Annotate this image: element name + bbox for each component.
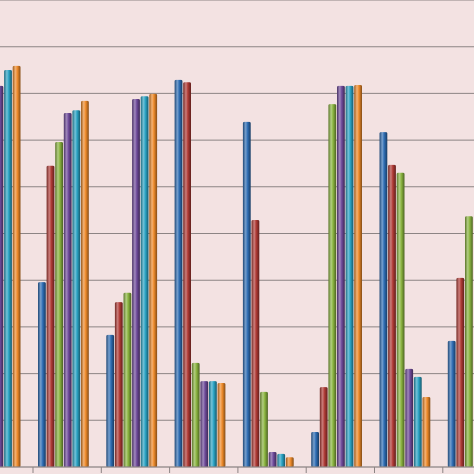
bar (319, 387, 328, 467)
bar (132, 99, 140, 467)
bar (337, 85, 345, 467)
bar (354, 84, 362, 467)
bar (447, 340, 456, 467)
bar (55, 141, 63, 467)
bar (251, 219, 260, 467)
bar (183, 82, 191, 467)
bar (345, 85, 354, 467)
bar (217, 382, 226, 467)
bar (260, 391, 268, 467)
bar (268, 452, 277, 467)
bar (242, 121, 251, 468)
bar (311, 431, 319, 467)
bar (149, 93, 158, 467)
bar (277, 453, 286, 467)
bar (106, 334, 115, 467)
bar (0, 85, 4, 467)
bar (465, 216, 473, 467)
bar (456, 277, 465, 467)
bar (123, 292, 132, 467)
bar (38, 282, 46, 467)
bar (379, 132, 388, 467)
bar (63, 113, 72, 467)
bar (396, 172, 405, 468)
bar (72, 110, 81, 467)
bar (328, 104, 337, 468)
bar (388, 164, 396, 467)
bar (405, 368, 414, 467)
bar (114, 302, 123, 467)
bar (174, 79, 183, 468)
bar (46, 165, 55, 467)
bar (285, 457, 294, 467)
bar (4, 70, 12, 468)
bar (200, 381, 209, 467)
bar (81, 100, 89, 467)
bar (140, 96, 149, 468)
bar (422, 396, 431, 467)
bar (413, 376, 422, 467)
bar (191, 362, 200, 467)
bar (12, 65, 21, 468)
bar (209, 381, 217, 467)
